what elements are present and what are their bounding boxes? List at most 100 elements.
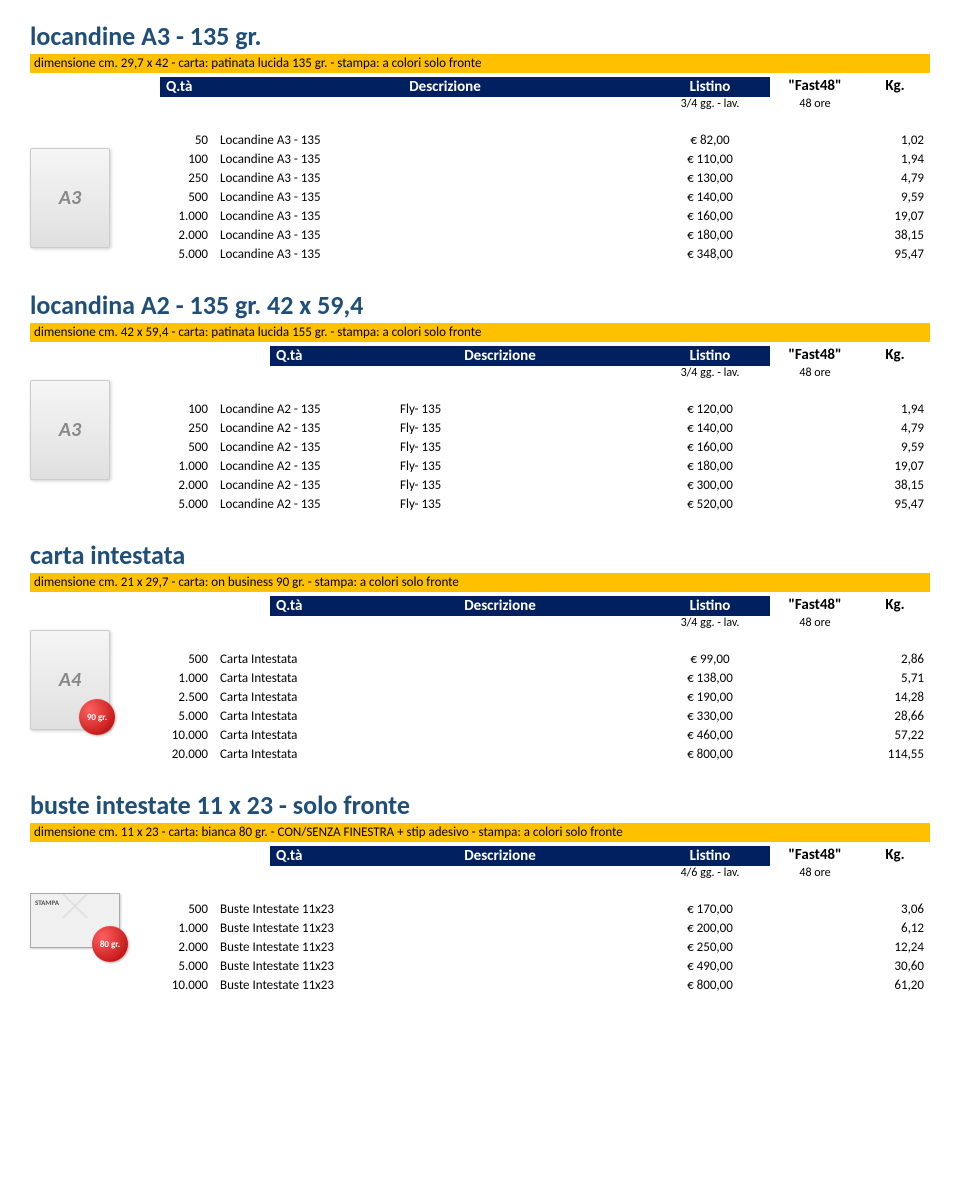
price-row: 5.000 Locandine A3 - 135 € 348,00 95,47 — [160, 245, 930, 264]
cell-desc: Buste Intestate 11x23 — [220, 902, 400, 917]
cell-qty: 50 — [160, 133, 220, 148]
header-fast48: "Fast48" — [770, 596, 860, 614]
cell-qty: 1.000 — [160, 459, 220, 474]
cell-kg: 12,24 — [860, 940, 930, 955]
cell-qty: 500 — [160, 902, 220, 917]
cell-extra: Fly- 135 — [400, 421, 480, 436]
sub-header: 3/4 gg. - lav. 48 ore — [160, 97, 930, 111]
cell-kg: 95,47 — [860, 497, 930, 512]
cell-qty: 100 — [160, 402, 220, 417]
header-kg: Kg. — [860, 346, 930, 364]
price-row: 500 Carta Intestata € 99,00 2,86 — [160, 650, 930, 669]
header-fast48: "Fast48" — [770, 77, 860, 95]
price-row: 500 Locandine A2 - 135 Fly- 135 € 160,00… — [160, 438, 930, 457]
cell-desc: Carta Intestata — [220, 747, 400, 762]
cell-kg: 1,94 — [860, 402, 930, 417]
cell-kg: 1,02 — [860, 133, 930, 148]
header-bar: Q.tà Descrizione Listino — [270, 846, 770, 866]
cell-qty: 10.000 — [160, 978, 220, 993]
cell-price: € 180,00 — [650, 228, 770, 243]
section-subtitle: dimensione cm. 29,7 x 42 - carta: patina… — [30, 54, 930, 73]
cell-kg: 57,22 — [860, 728, 930, 743]
cell-price: € 800,00 — [650, 747, 770, 762]
cell-desc: Carta Intestata — [220, 728, 400, 743]
cell-price: € 170,00 — [650, 902, 770, 917]
header-lav: 3/4 gg. - lav. — [650, 97, 770, 111]
header-ore: 48 ore — [770, 97, 860, 111]
header-ore: 48 ore — [770, 616, 860, 630]
paper-size-label: A3 — [59, 186, 81, 210]
header-lav: 3/4 gg. - lav. — [650, 366, 770, 380]
price-table: 500 Buste Intestate 11x23 € 170,00 3,06 … — [160, 900, 930, 995]
paper-icon: A3 — [30, 380, 110, 480]
cell-price: € 490,00 — [650, 959, 770, 974]
header-lav: 3/4 gg. - lav. — [650, 616, 770, 630]
cell-price: € 140,00 — [650, 190, 770, 205]
cell-price: € 160,00 — [650, 440, 770, 455]
cell-qty: 2.000 — [160, 228, 220, 243]
price-row: 10.000 Buste Intestate 11x23 € 800,00 61… — [160, 976, 930, 995]
sub-header: 3/4 gg. - lav. 48 ore — [270, 616, 930, 630]
header-bar: Q.tà Descrizione Listino — [270, 596, 770, 616]
cell-price: € 82,00 — [650, 133, 770, 148]
header-listino: Listino — [650, 78, 770, 96]
cell-desc: Carta Intestata — [220, 652, 400, 667]
cell-desc: Locandine A3 - 135 — [220, 228, 400, 243]
cell-kg: 6,12 — [860, 921, 930, 936]
cell-qty: 5.000 — [160, 709, 220, 724]
cell-kg: 61,20 — [860, 978, 930, 993]
cell-kg: 19,07 — [860, 209, 930, 224]
cell-qty: 250 — [160, 421, 220, 436]
cell-qty: 1.000 — [160, 921, 220, 936]
cell-kg: 5,71 — [860, 671, 930, 686]
section-subtitle: dimensione cm. 21 x 29,7 - carta: on bus… — [30, 573, 930, 592]
price-row: 5.000 Buste Intestate 11x23 € 490,00 30,… — [160, 957, 930, 976]
cell-desc: Locandine A2 - 135 — [220, 497, 400, 512]
cell-kg: 114,55 — [860, 747, 930, 762]
price-row: 250 Locandine A2 - 135 Fly- 135 € 140,00… — [160, 419, 930, 438]
cell-price: € 460,00 — [650, 728, 770, 743]
cell-kg: 19,07 — [860, 459, 930, 474]
cell-kg: 14,28 — [860, 690, 930, 705]
sub-header: 4/6 gg. - lav. 48 ore — [270, 866, 930, 880]
cell-price: € 130,00 — [650, 171, 770, 186]
header-desc: Descrizione — [240, 78, 650, 96]
cell-qty: 100 — [160, 152, 220, 167]
header-bar: Q.tà Descrizione Listino — [270, 346, 770, 366]
price-row: 10.000 Carta Intestata € 460,00 57,22 — [160, 726, 930, 745]
header-bar: Q.tà Descrizione Listino — [160, 77, 770, 97]
header-lav: 4/6 gg. - lav. — [650, 866, 770, 880]
cell-price: € 200,00 — [650, 921, 770, 936]
price-row: 2.000 Locandine A3 - 135 € 180,00 38,15 — [160, 226, 930, 245]
cell-qty: 500 — [160, 440, 220, 455]
header-fast48: "Fast48" — [770, 846, 860, 864]
cell-desc: Locandine A2 - 135 — [220, 478, 400, 493]
cell-kg: 38,15 — [860, 228, 930, 243]
header-qta: Q.tà — [160, 78, 240, 96]
price-row: 5.000 Carta Intestata € 330,00 28,66 — [160, 707, 930, 726]
price-header: Q.tà Descrizione Listino "Fast48" Kg. 3/… — [160, 77, 930, 111]
cell-qty: 5.000 — [160, 247, 220, 262]
cell-qty: 500 — [160, 190, 220, 205]
section-title: buste intestate 11 x 23 - solo fronte — [30, 789, 930, 821]
header-desc: Descrizione — [350, 847, 650, 865]
cell-price: € 120,00 — [650, 402, 770, 417]
content-column: Q.tà Descrizione Listino "Fast48" Kg. 3/… — [140, 346, 930, 514]
paper-size-label: A4 — [59, 668, 81, 692]
cell-kg: 38,15 — [860, 478, 930, 493]
header-ore: 48 ore — [770, 866, 860, 880]
price-row: 20.000 Carta Intestata € 800,00 114,55 — [160, 745, 930, 764]
paper-icon: A3 — [30, 148, 110, 248]
cell-qty: 250 — [160, 171, 220, 186]
price-header: Q.tà Descrizione Listino "Fast48" Kg. 4/… — [270, 846, 930, 880]
header-listino: Listino — [650, 597, 770, 615]
cell-price: € 138,00 — [650, 671, 770, 686]
cell-desc: Locandine A2 - 135 — [220, 402, 400, 417]
thumb-paper: A4 90 gr. — [30, 596, 140, 764]
cell-qty: 5.000 — [160, 959, 220, 974]
header-listino: Listino — [650, 347, 770, 365]
cell-price: € 800,00 — [650, 978, 770, 993]
header-qta: Q.tà — [270, 597, 350, 615]
header-kg: Kg. — [860, 77, 930, 95]
cell-kg: 9,59 — [860, 190, 930, 205]
